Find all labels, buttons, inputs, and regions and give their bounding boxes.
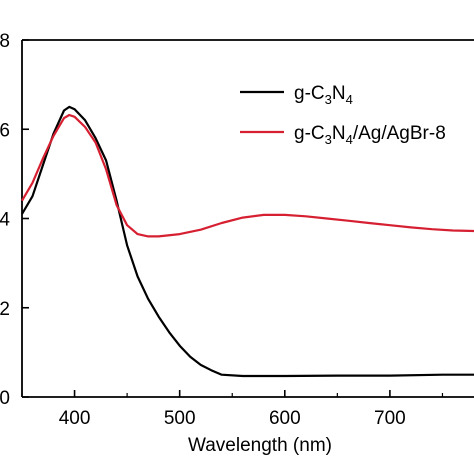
x-ticks: 400 500 600 700 (21, 390, 444, 429)
y-tick-label: 6 (0, 120, 10, 141)
x-tick-label: 700 (374, 408, 406, 429)
legend-label-0: g-C3N4 (294, 83, 353, 107)
x-axis-title: Wavelength (nm) (188, 435, 332, 456)
x-tick-label: 600 (269, 408, 301, 429)
legend-label-part: 3 (325, 92, 332, 107)
legend-label-part: N (332, 83, 346, 104)
y-tick-label: 2 (0, 299, 10, 320)
y-tick-label: 0 (0, 388, 10, 409)
legend-label-part: /Ag/AgBr-8 (353, 123, 446, 144)
y-ticks: 0 2 4 6 8 (0, 31, 29, 409)
legend-label-part: 3 (325, 132, 332, 147)
legend-label-part: N (332, 123, 346, 144)
x-tick-label: 500 (164, 408, 196, 429)
legend-label-part: g-C (294, 123, 325, 144)
legend-label-part: g-C (294, 83, 325, 104)
y-tick-label: 8 (0, 31, 10, 52)
legend-label-1: g-C3N4/Ag/AgBr-8 (294, 123, 446, 147)
legend-label-part: 4 (346, 92, 353, 107)
series-layer (21, 105, 474, 378)
y-tick-label: 4 (0, 210, 10, 231)
legend-label-part: 4 (346, 132, 353, 147)
series-line-1 (21, 113, 474, 238)
plot-frame (21, 39, 474, 398)
series-line-0 (21, 105, 474, 378)
x-tick-label: 400 (59, 408, 91, 429)
